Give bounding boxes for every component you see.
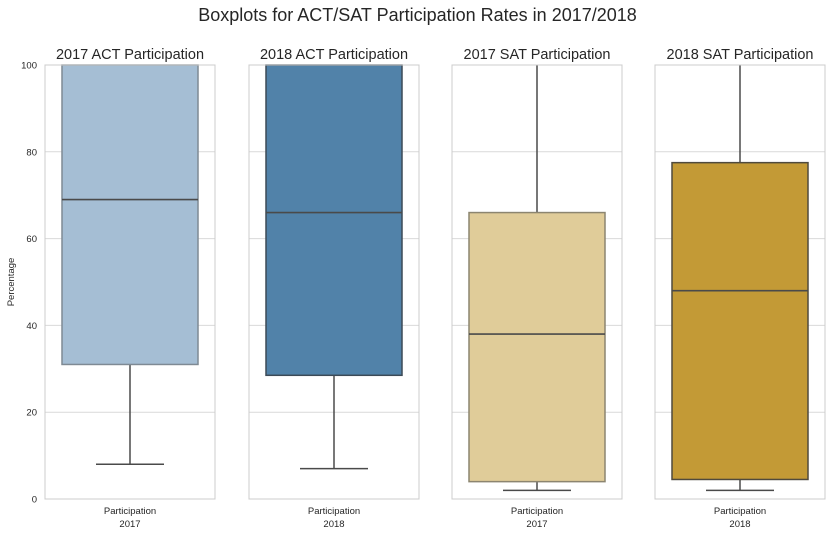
box bbox=[671, 161, 809, 481]
x-tick-label: Participation bbox=[511, 506, 563, 517]
panel-title: 2018 ACT Participation bbox=[260, 47, 408, 63]
panel-frame bbox=[44, 64, 216, 500]
panel-frame bbox=[451, 64, 623, 500]
box bbox=[468, 211, 606, 483]
panel-title: 2018 SAT Participation bbox=[667, 47, 814, 63]
box bbox=[265, 64, 403, 377]
x-axis-label: 2018 bbox=[323, 519, 344, 530]
panel-title: 2017 SAT Participation bbox=[464, 47, 611, 63]
panel-1: 2017 ACT Participation Participation 2017 0… bbox=[21, 47, 216, 530]
y-axis-label: Percentage bbox=[6, 258, 17, 307]
y-tick-label: 20 bbox=[26, 408, 37, 419]
panel-frame bbox=[654, 64, 826, 500]
y-tick-label: 60 bbox=[26, 234, 37, 245]
x-axis-label: 2017 bbox=[119, 519, 140, 530]
x-axis-label: 2017 bbox=[526, 519, 547, 530]
panel-title: 2017 ACT Participation bbox=[56, 47, 204, 63]
y-tick-label: 40 bbox=[26, 321, 37, 332]
x-tick-label: Participation bbox=[714, 506, 766, 517]
y-tick-label: 0 bbox=[32, 495, 37, 506]
y-tick-label: 100 bbox=[21, 61, 37, 72]
box bbox=[61, 64, 199, 366]
panel-2: 2018 ACT Participation Participation 2018 bbox=[248, 47, 420, 530]
figure-title: Boxplots for ACT/SAT Participation Rates… bbox=[198, 5, 637, 25]
panel-4: 2018 SAT Participation Participation 2018 bbox=[654, 47, 826, 530]
panels: 2017 ACT Participation Participation 2017 0… bbox=[21, 47, 826, 530]
panel-3: 2017 SAT Participation Participation 2017 bbox=[451, 47, 623, 530]
panel-frame bbox=[248, 64, 420, 500]
x-tick-label: Participation bbox=[104, 506, 156, 517]
x-tick-label: Participation bbox=[308, 506, 360, 517]
x-axis-label: 2018 bbox=[729, 519, 750, 530]
y-tick-label: 80 bbox=[26, 147, 37, 158]
